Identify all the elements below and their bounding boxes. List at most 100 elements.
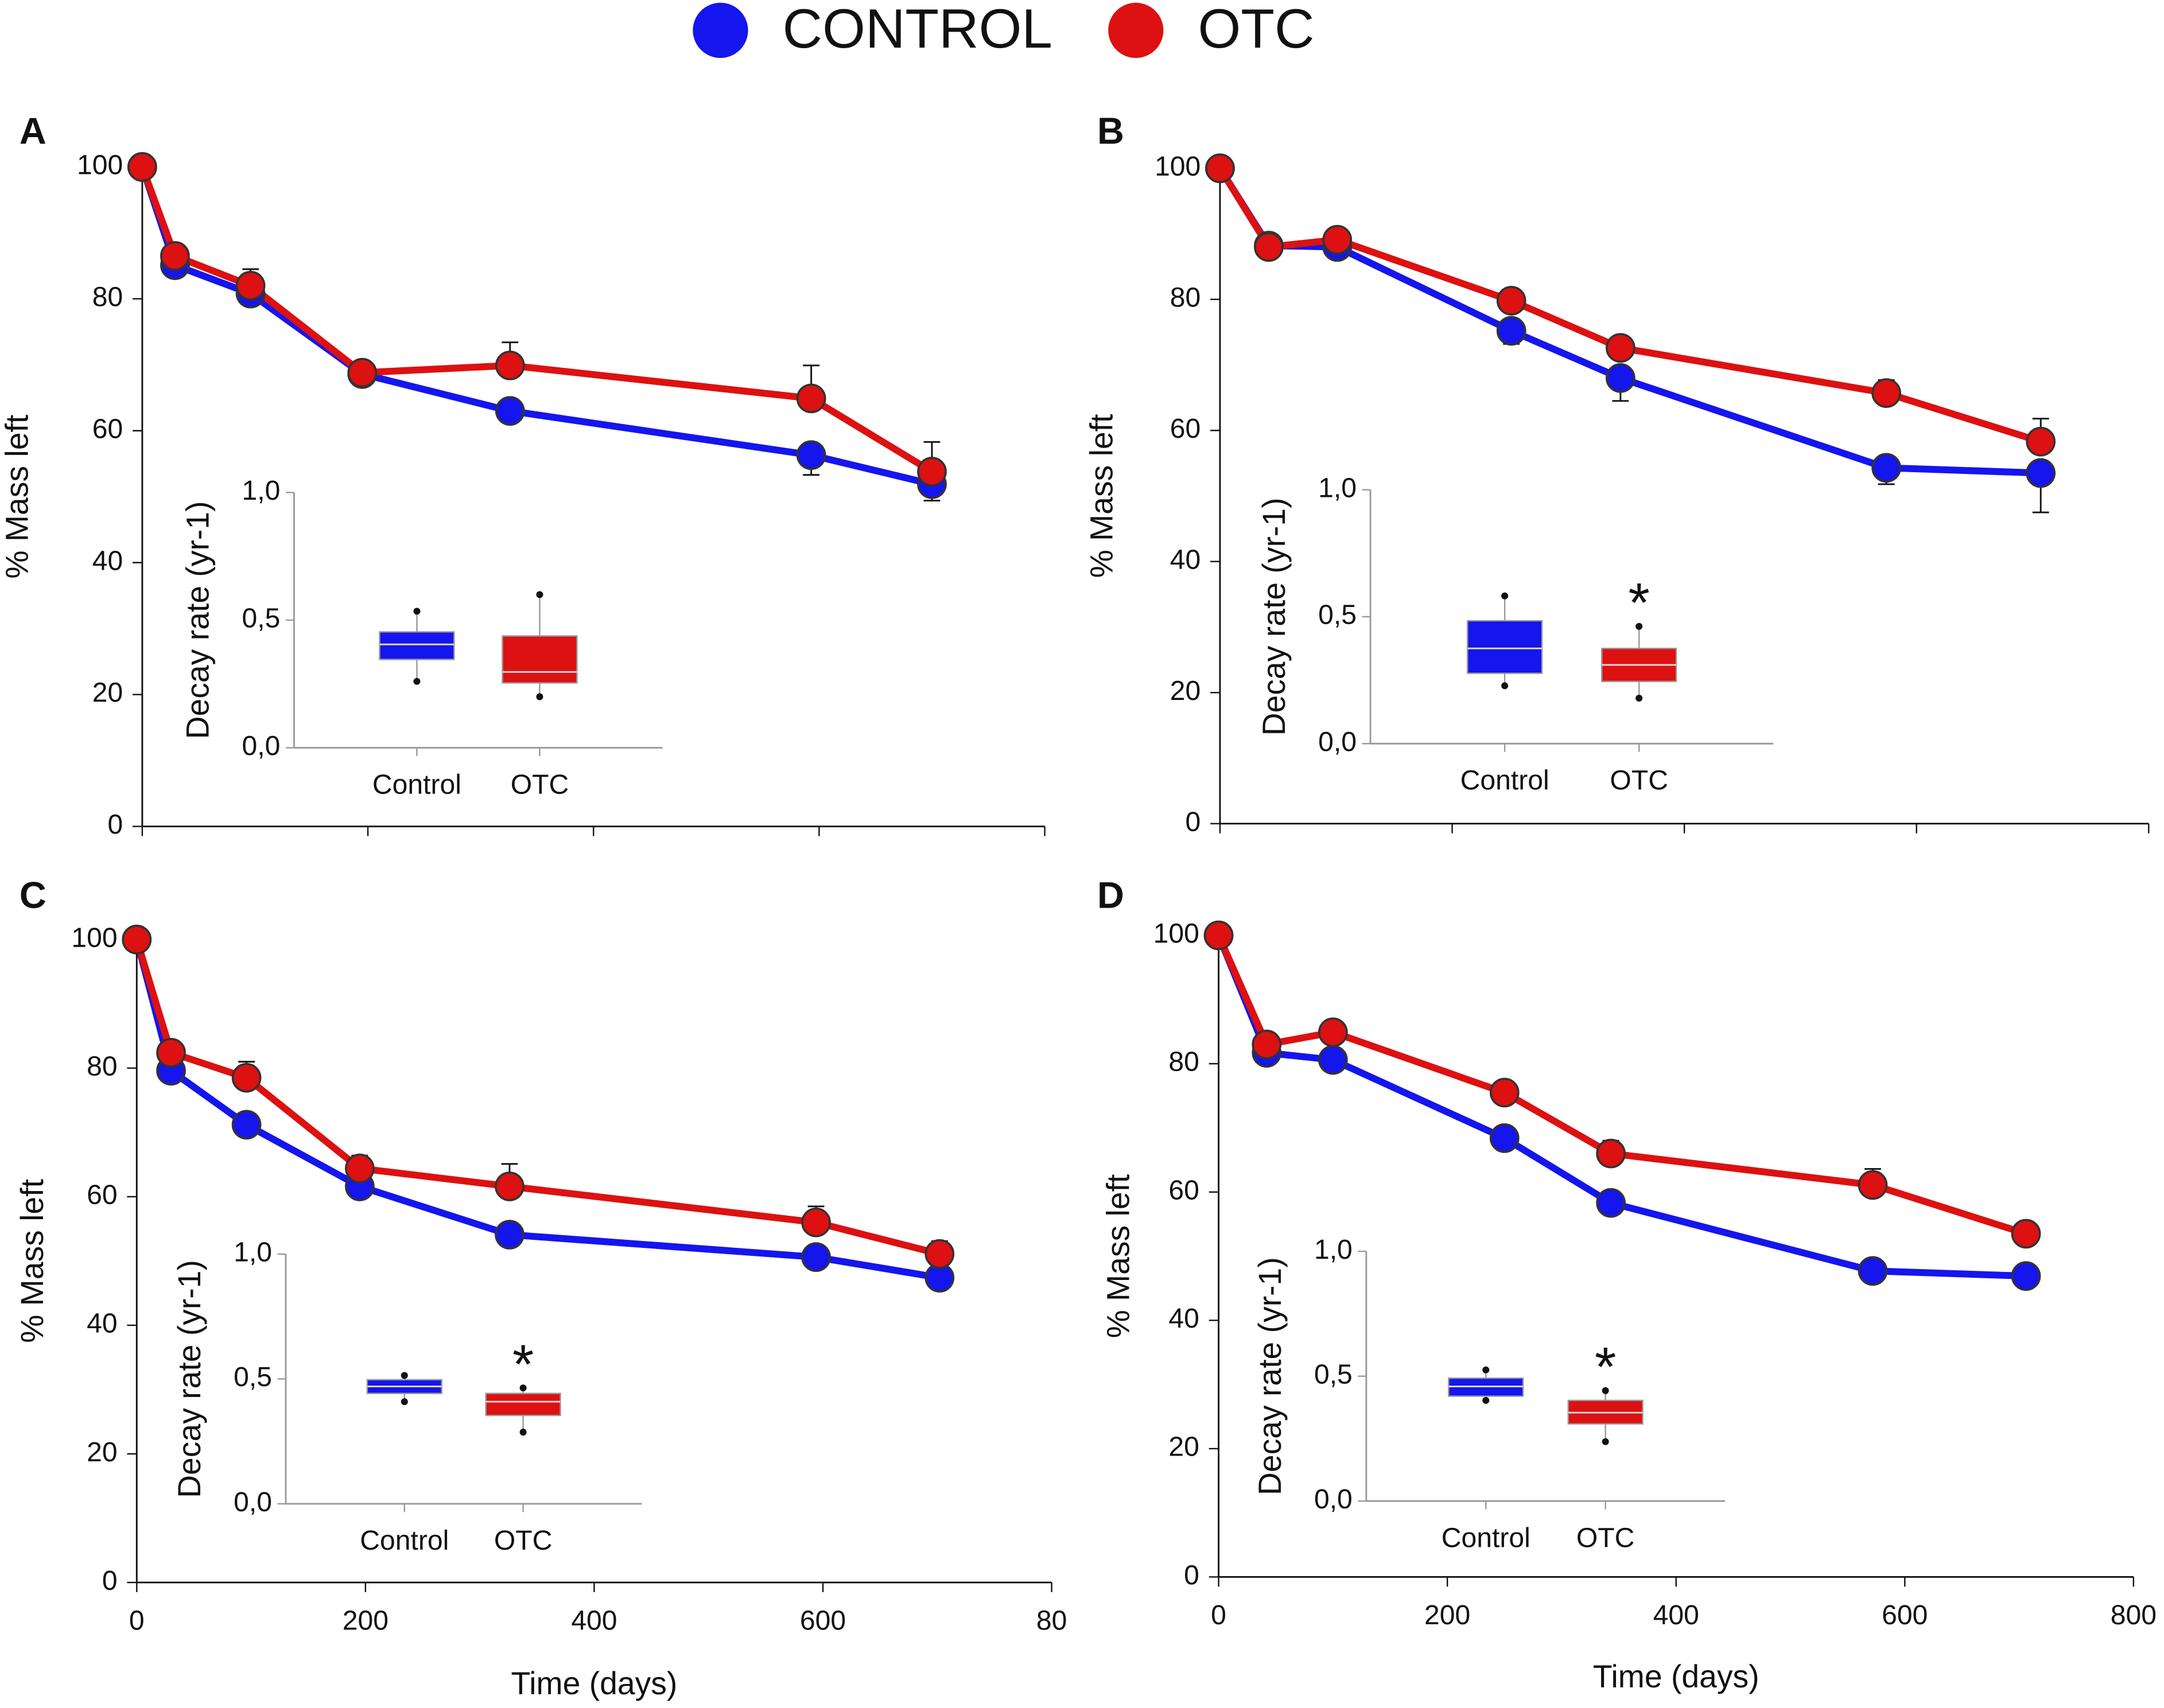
marker <box>1858 1256 1888 1286</box>
y-tick-label: 0 <box>1184 1559 1199 1590</box>
x-tick-label: 0 <box>1211 1600 1226 1631</box>
y-tick-label: 0 <box>102 1565 118 1596</box>
y-tick-label: 0,0 <box>1314 1484 1353 1515</box>
marker <box>924 1239 955 1269</box>
whisker-end <box>519 1384 527 1392</box>
marker <box>1254 232 1284 262</box>
x-tick-label: OTC <box>1576 1522 1635 1553</box>
whisker-end <box>401 1398 408 1406</box>
marker <box>1606 363 1635 393</box>
y-tick-label: 0,0 <box>1318 726 1357 757</box>
marker <box>796 383 826 414</box>
whisker-end <box>1602 1387 1609 1394</box>
y-tick-label: 100 <box>1153 918 1199 949</box>
x-tick-label: 0 <box>129 1605 145 1636</box>
y-tick-label: 1,0 <box>234 1237 272 1268</box>
whisker-end <box>1635 694 1643 702</box>
whisker-end <box>1602 1438 1609 1445</box>
y-tick-label: 0 <box>1186 806 1201 837</box>
marker <box>231 1063 262 1093</box>
x-tick-label: OTC <box>1610 765 1668 796</box>
marker <box>495 1220 525 1250</box>
y-tick-label: 40 <box>1170 544 1201 575</box>
x-tick-label: 800 <box>2111 1600 2157 1631</box>
marker <box>495 1172 525 1201</box>
y-axis-label: Decay rate (yr-1) <box>1256 497 1292 736</box>
marker <box>1205 153 1235 184</box>
marker <box>2026 426 2056 457</box>
x-tick-label: 600 <box>800 1605 846 1636</box>
whisker-end <box>1635 622 1643 630</box>
marker <box>495 396 525 426</box>
y-tick-label: 1,0 <box>1318 472 1357 503</box>
marker <box>235 271 266 301</box>
marker <box>127 152 157 182</box>
marker <box>347 357 378 388</box>
marker <box>801 1207 831 1238</box>
box <box>502 635 578 684</box>
whisker-end <box>536 591 543 598</box>
whisker-end <box>1482 1396 1490 1404</box>
legend-marker <box>693 2 748 58</box>
series-line <box>1215 933 2027 1238</box>
y-tick-label: 100 <box>71 922 117 953</box>
marker <box>1871 453 1901 483</box>
y-axis-label: Decay rate (yr-1) <box>1252 1257 1288 1495</box>
y-tick-label: 0,5 <box>1318 600 1357 631</box>
marker <box>917 457 947 487</box>
marker <box>1606 333 1635 363</box>
x-tick-label: Control <box>1442 1522 1530 1553</box>
whisker-end <box>536 693 543 701</box>
whisker-end <box>413 608 421 615</box>
x-tick-label: 600 <box>1882 1600 1928 1631</box>
annotation: * <box>1628 572 1649 633</box>
y-axis-label: Decay rate (yr-1) <box>180 501 216 739</box>
y-tick-label: 20 <box>1168 1431 1199 1462</box>
x-axis-label: Time (days) <box>511 1666 678 1701</box>
x-tick-label: 80 <box>1036 1605 1067 1636</box>
marker <box>2026 458 2056 488</box>
x-axis-label: Time (days) <box>1593 1659 1759 1694</box>
y-tick-label: 60 <box>1168 1174 1199 1205</box>
marker <box>231 1110 262 1140</box>
y-tick-label: 60 <box>87 1180 117 1211</box>
marker <box>122 924 152 955</box>
y-tick-label: 80 <box>1170 282 1201 313</box>
box <box>485 1392 561 1417</box>
x-tick-label: 400 <box>571 1605 617 1636</box>
x-tick-label: OTC <box>494 1525 553 1556</box>
x-tick-label: Control <box>360 1525 449 1556</box>
x-tick-label: Control <box>1460 765 1549 796</box>
marker <box>1871 378 1901 408</box>
marker <box>345 1153 375 1184</box>
legend-marker <box>1108 2 1164 58</box>
marker <box>2011 1261 2041 1291</box>
whisker-end <box>401 1372 408 1379</box>
y-tick-label: 0,5 <box>1314 1359 1353 1390</box>
marker <box>1489 1077 1520 1108</box>
x-tick-label: OTC <box>511 769 569 800</box>
marker <box>1496 286 1526 316</box>
marker <box>1203 920 1234 951</box>
panel-label: D <box>1097 874 1124 916</box>
annotation: * <box>1595 1337 1616 1398</box>
y-axis-label: % Mass left <box>0 415 35 579</box>
x-tick-label: 200 <box>343 1605 388 1636</box>
marker <box>1496 316 1526 346</box>
marker <box>2011 1219 2041 1249</box>
series-line <box>1215 934 2026 1280</box>
y-tick-label: 80 <box>87 1051 117 1081</box>
series-line <box>1217 166 2042 445</box>
y-axis-label: % Mass left <box>1100 1174 1136 1339</box>
x-tick-label: Control <box>372 769 461 800</box>
y-tick-label: 20 <box>92 677 123 708</box>
series-line <box>1217 166 2041 477</box>
marker <box>160 241 190 271</box>
series-line <box>139 166 933 488</box>
marker <box>1322 225 1353 255</box>
y-tick-label: 80 <box>1168 1046 1199 1077</box>
y-tick-label: 100 <box>1155 151 1201 182</box>
y-tick-label: 60 <box>92 413 123 444</box>
y-tick-label: 60 <box>1170 413 1201 444</box>
